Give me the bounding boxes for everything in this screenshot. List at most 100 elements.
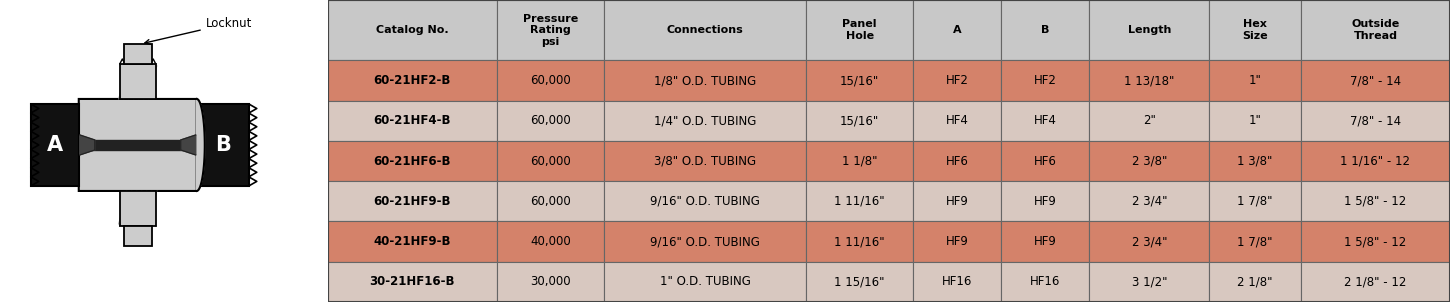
- Text: 60,000: 60,000: [531, 74, 571, 87]
- Bar: [1209, 181, 1301, 221]
- Text: 2 3/4": 2 3/4": [1131, 235, 1167, 248]
- Text: 1": 1": [1248, 114, 1262, 127]
- Bar: [605, 60, 806, 101]
- Text: 40,000: 40,000: [531, 235, 571, 248]
- Bar: [1089, 181, 1209, 221]
- Text: 7/8" - 14: 7/8" - 14: [1350, 114, 1401, 127]
- Bar: [1089, 262, 1209, 302]
- Bar: [328, 0, 497, 60]
- Bar: [1089, 101, 1209, 141]
- Bar: [605, 0, 806, 60]
- Text: Length: Length: [1128, 25, 1172, 35]
- Text: 1 11/16": 1 11/16": [834, 195, 884, 208]
- Text: HF9: HF9: [1034, 235, 1057, 248]
- Bar: [605, 221, 806, 262]
- Text: Connections: Connections: [667, 25, 744, 35]
- Bar: [806, 0, 914, 60]
- Polygon shape: [197, 99, 204, 191]
- Text: 1 7/8": 1 7/8": [1237, 235, 1273, 248]
- Bar: [914, 60, 1002, 101]
- Text: 60-21HF6-B: 60-21HF6-B: [374, 155, 451, 168]
- Bar: [497, 141, 605, 181]
- Text: HF6: HF6: [1034, 155, 1057, 168]
- Bar: [1209, 141, 1301, 181]
- Text: 1 5/8" - 12: 1 5/8" - 12: [1344, 235, 1406, 248]
- Bar: [806, 101, 914, 141]
- Text: A: A: [953, 25, 961, 35]
- Bar: [1002, 221, 1089, 262]
- Text: A: A: [46, 135, 62, 155]
- Bar: [806, 262, 914, 302]
- Text: 30-21HF16-B: 30-21HF16-B: [370, 275, 455, 288]
- Text: HF2: HF2: [945, 74, 969, 87]
- Bar: [123, 226, 152, 246]
- Text: 1 1/16" - 12: 1 1/16" - 12: [1340, 155, 1411, 168]
- Text: 2 3/4": 2 3/4": [1131, 195, 1167, 208]
- Bar: [1002, 101, 1089, 141]
- Bar: [806, 221, 914, 262]
- Bar: [914, 181, 1002, 221]
- Bar: [914, 262, 1002, 302]
- Text: 1" O.D. TUBING: 1" O.D. TUBING: [660, 275, 751, 288]
- Text: 3 1/2": 3 1/2": [1131, 275, 1167, 288]
- Bar: [806, 181, 914, 221]
- Text: 60,000: 60,000: [531, 155, 571, 168]
- Bar: [1002, 60, 1089, 101]
- Bar: [1301, 262, 1450, 302]
- Text: HF9: HF9: [945, 195, 969, 208]
- Bar: [30, 104, 78, 186]
- Text: 60-21HF9-B: 60-21HF9-B: [374, 195, 451, 208]
- Bar: [605, 262, 806, 302]
- Bar: [328, 221, 497, 262]
- Text: 1/8" O.D. TUBING: 1/8" O.D. TUBING: [654, 74, 757, 87]
- Bar: [497, 262, 605, 302]
- Bar: [605, 101, 806, 141]
- Bar: [328, 101, 497, 141]
- Text: 1 13/18": 1 13/18": [1124, 74, 1174, 87]
- Text: HF4: HF4: [945, 114, 969, 127]
- Text: 60-21HF2-B: 60-21HF2-B: [374, 74, 451, 87]
- Polygon shape: [181, 135, 196, 155]
- Bar: [1209, 221, 1301, 262]
- Text: HF4: HF4: [1034, 114, 1057, 127]
- Text: 7/8" - 14: 7/8" - 14: [1350, 74, 1401, 87]
- Text: 60,000: 60,000: [531, 114, 571, 127]
- Bar: [1209, 262, 1301, 302]
- Text: HF9: HF9: [1034, 195, 1057, 208]
- Bar: [1002, 181, 1089, 221]
- Text: 2 1/8": 2 1/8": [1237, 275, 1273, 288]
- Bar: [1209, 101, 1301, 141]
- Polygon shape: [80, 135, 94, 155]
- Text: Catalog No.: Catalog No.: [376, 25, 448, 35]
- Bar: [123, 44, 152, 64]
- Text: 2 1/8" - 12: 2 1/8" - 12: [1344, 275, 1406, 288]
- Bar: [806, 141, 914, 181]
- Bar: [497, 101, 605, 141]
- Text: 1 1/8": 1 1/8": [842, 155, 877, 168]
- Text: 1 3/8": 1 3/8": [1237, 155, 1273, 168]
- Text: 1 15/16": 1 15/16": [834, 275, 884, 288]
- Bar: [806, 60, 914, 101]
- Bar: [328, 262, 497, 302]
- FancyBboxPatch shape: [78, 99, 197, 191]
- Bar: [1002, 141, 1089, 181]
- Bar: [328, 181, 497, 221]
- Bar: [1089, 0, 1209, 60]
- Text: 1 7/8": 1 7/8": [1237, 195, 1273, 208]
- Text: 9/16" O.D. TUBING: 9/16" O.D. TUBING: [650, 195, 760, 208]
- Text: B: B: [215, 135, 231, 155]
- Bar: [1301, 181, 1450, 221]
- Bar: [914, 221, 1002, 262]
- Text: HF9: HF9: [945, 235, 969, 248]
- Bar: [1301, 221, 1450, 262]
- Bar: [1089, 60, 1209, 101]
- Bar: [1002, 262, 1089, 302]
- Bar: [605, 181, 806, 221]
- Bar: [120, 191, 155, 226]
- Text: Outside
Thread: Outside Thread: [1351, 19, 1399, 41]
- Bar: [497, 0, 605, 60]
- Text: HF16: HF16: [1031, 275, 1060, 288]
- Bar: [914, 101, 1002, 141]
- Bar: [1089, 141, 1209, 181]
- Text: 60,000: 60,000: [531, 195, 571, 208]
